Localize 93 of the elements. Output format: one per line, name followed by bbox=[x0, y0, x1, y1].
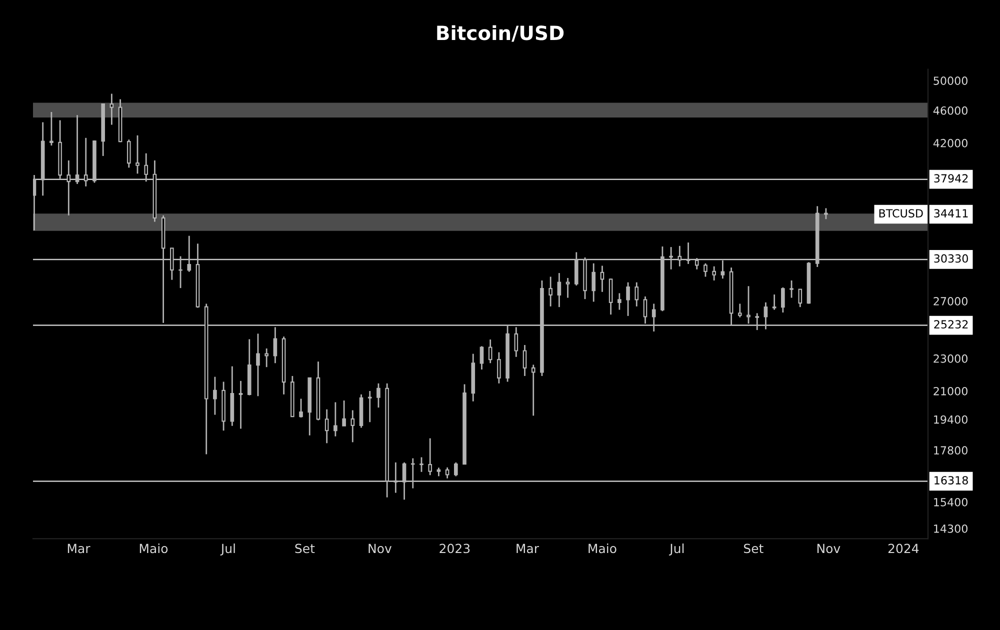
candlestick bbox=[126, 138, 131, 168]
candlestick bbox=[824, 208, 828, 220]
candlestick bbox=[772, 294, 776, 310]
ref-line-label: 30330 bbox=[934, 254, 968, 263]
candlestick bbox=[136, 134, 140, 174]
candlestick bbox=[634, 282, 639, 308]
candlestick bbox=[368, 390, 372, 423]
candlestick bbox=[420, 456, 424, 473]
x-tick-label: 2024 bbox=[888, 544, 919, 554]
candlestick bbox=[402, 462, 406, 500]
ref-line-label: 37942 bbox=[934, 174, 968, 183]
candlestick bbox=[84, 137, 88, 188]
candlestick bbox=[686, 242, 690, 265]
candlestick bbox=[350, 410, 355, 443]
candlestick bbox=[522, 344, 527, 377]
x-tick-label: Maio bbox=[140, 544, 168, 554]
x-tick-label: Jul bbox=[220, 544, 235, 556]
y-tick-label: 27000 bbox=[934, 297, 968, 306]
y-tick-label: 21000 bbox=[934, 386, 968, 396]
candlestick bbox=[256, 332, 260, 397]
candlestick bbox=[548, 276, 552, 308]
candlestick bbox=[678, 245, 682, 268]
candlestick bbox=[738, 303, 742, 318]
candlestick bbox=[445, 466, 450, 480]
candlestick bbox=[694, 257, 699, 270]
candlestick bbox=[720, 260, 725, 280]
candlestick bbox=[410, 458, 415, 489]
y-tick-label: 50000 bbox=[934, 76, 968, 85]
candlestick bbox=[170, 247, 174, 281]
candlestick bbox=[33, 174, 36, 232]
y-tick-label: 14300 bbox=[934, 524, 968, 533]
candlestick bbox=[557, 272, 562, 308]
y-tick-label: 46000 bbox=[933, 106, 968, 115]
candlestick bbox=[755, 312, 760, 331]
x-tick-label: Nov bbox=[368, 544, 392, 554]
x-tick-label: Nov bbox=[817, 544, 840, 554]
ref-line-label: 34411 bbox=[934, 209, 968, 218]
chart-title: Bitcoin/USD bbox=[437, 25, 564, 42]
candlestick bbox=[712, 266, 716, 282]
candlestick bbox=[178, 256, 182, 289]
candlestick bbox=[497, 352, 501, 384]
candlestick bbox=[394, 462, 398, 494]
ref-line-label: 16318 bbox=[934, 476, 968, 484]
candlestick bbox=[746, 285, 750, 324]
candlestick bbox=[342, 400, 346, 427]
candlestick bbox=[454, 462, 458, 477]
candlestick bbox=[50, 111, 54, 146]
candlestick bbox=[608, 278, 613, 316]
candlestick bbox=[376, 382, 380, 408]
x-tick-label: Set bbox=[295, 544, 315, 554]
x-tick-label: Set bbox=[744, 544, 764, 554]
candlestick bbox=[428, 438, 432, 476]
candlestick bbox=[592, 262, 596, 302]
candlestick bbox=[798, 288, 802, 308]
candlestick bbox=[488, 338, 492, 364]
y-tick-label: 42000 bbox=[933, 138, 968, 148]
candlestick bbox=[790, 280, 794, 298]
candlestick bbox=[334, 402, 338, 438]
candlestick bbox=[299, 398, 303, 418]
annotation: BTCUSD bbox=[879, 209, 923, 218]
candlestick bbox=[781, 286, 785, 314]
candlestick bbox=[238, 380, 243, 430]
candlestick bbox=[514, 326, 518, 358]
candlestick bbox=[480, 346, 484, 370]
candlestick bbox=[324, 408, 329, 444]
x-tick-label: 2023 bbox=[440, 544, 470, 554]
ref-line-label: 25232 bbox=[934, 320, 968, 329]
x-tick-label: Jul bbox=[669, 544, 684, 556]
x-tick-label: Mar bbox=[68, 544, 90, 554]
candlestick bbox=[764, 302, 768, 330]
candlestick bbox=[669, 246, 673, 270]
candlestick bbox=[652, 303, 656, 332]
candlestick bbox=[600, 265, 604, 293]
y-tick-label: 15400 bbox=[934, 498, 968, 506]
x-tick-label: Maio bbox=[588, 544, 616, 554]
candlestick bbox=[643, 296, 648, 324]
y-tick-label: 23000 bbox=[934, 354, 968, 363]
candlestick bbox=[187, 235, 192, 273]
candlestick bbox=[618, 292, 622, 310]
y-tick-label: 17800 bbox=[934, 446, 968, 455]
candlestick bbox=[110, 92, 114, 126]
candlestick bbox=[273, 326, 278, 364]
candlestick bbox=[566, 277, 570, 298]
candlestick bbox=[531, 364, 536, 416]
candlestick bbox=[264, 348, 268, 368]
candlestick bbox=[626, 282, 630, 317]
candlestick bbox=[66, 160, 71, 216]
y-tick-label: 19400 bbox=[934, 415, 968, 424]
candlestick bbox=[704, 262, 708, 278]
candlestick bbox=[75, 114, 80, 185]
candlestick bbox=[213, 376, 217, 416]
candlestick bbox=[144, 152, 148, 182]
x-tick-label: Mar bbox=[516, 544, 540, 554]
